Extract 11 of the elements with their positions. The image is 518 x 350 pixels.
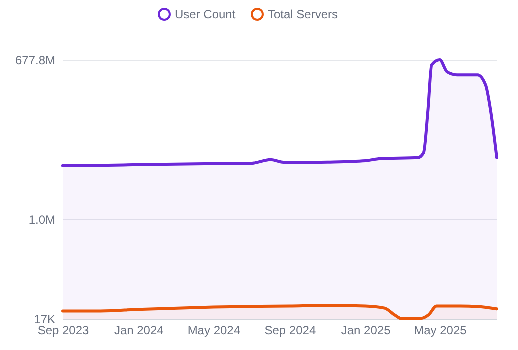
x-tick-label: May 2024 <box>188 324 241 338</box>
y-tick-label: 677.8M <box>15 54 56 68</box>
x-tick-label: Jan 2025 <box>341 324 392 338</box>
y-tick-label: 17K <box>34 312 56 326</box>
x-tick-label: Sep 2023 <box>38 324 90 338</box>
x-tick-label: May 2025 <box>414 324 468 338</box>
legend-label: User Count <box>175 8 236 22</box>
x-tick-label: Sep 2024 <box>264 324 316 338</box>
legend-label: Total Servers <box>268 8 338 22</box>
x-tick-label: Jan 2024 <box>114 324 164 338</box>
y-tick-label: 1.0M <box>28 212 56 227</box>
